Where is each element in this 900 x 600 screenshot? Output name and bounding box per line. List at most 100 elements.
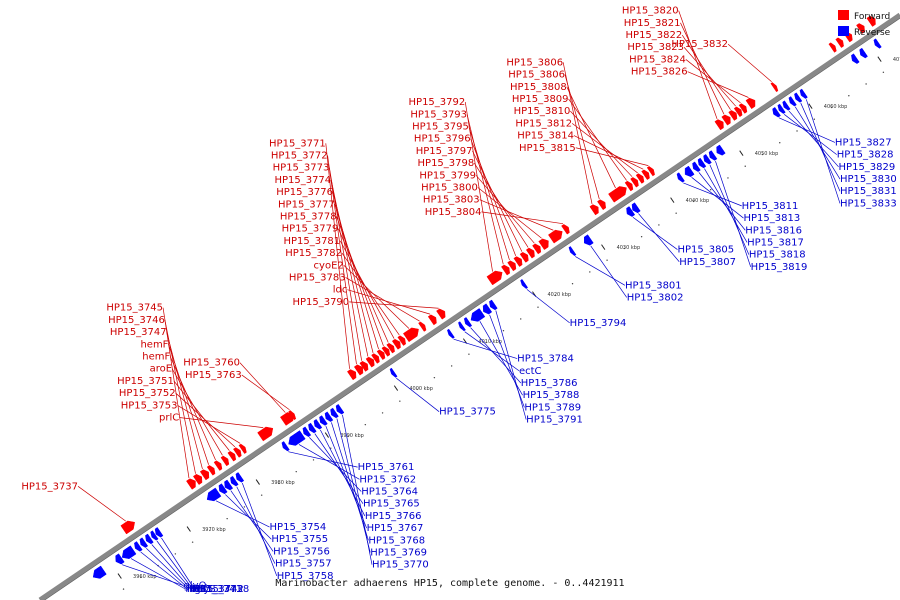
forward-gene-arrow	[589, 204, 599, 216]
forward-gene-arrow	[501, 264, 510, 276]
label-leader	[683, 182, 742, 207]
gene-label: prlC	[159, 412, 179, 423]
gene-label: HP15_3820	[622, 6, 679, 17]
kbp-tick-label: 3990 kbp	[340, 433, 364, 439]
forward-gene-arrow	[641, 169, 650, 181]
reverse-gene-arrow	[145, 533, 154, 545]
label-leader	[794, 106, 841, 180]
reverse-gene-arrow	[777, 103, 786, 114]
gene-label: HP15_3813	[743, 213, 800, 224]
label-leader	[236, 486, 276, 564]
reverse-gene-arrow	[568, 246, 577, 257]
track-dot	[174, 553, 177, 555]
track-dot	[882, 71, 885, 73]
label-leader	[215, 500, 270, 528]
gene-label: HP15_3769	[370, 548, 427, 559]
gene-label: HP15_3745	[106, 303, 163, 314]
reverse-gene-arrow	[626, 206, 636, 217]
forward-gene-arrow	[513, 256, 523, 267]
track-dot	[209, 529, 211, 532]
forward-gene-arrow	[220, 455, 230, 467]
track-dot	[589, 271, 591, 273]
reverse-gene-arrow	[330, 407, 339, 419]
label-leader	[573, 135, 644, 170]
gene-label: HP15_3768	[368, 535, 425, 546]
gene-label: HP15_3756	[273, 546, 330, 557]
label-leader	[570, 110, 633, 177]
label-leader	[698, 172, 746, 231]
gene-label: HP15_3776	[276, 187, 333, 198]
kbp-tick-label: 4050 kbp	[755, 151, 779, 157]
gene-label: HP15_3770	[372, 560, 429, 571]
gene-label-layer: HP15_3737HP15_3745HP15_3746HP15_3747hemF…	[21, 6, 896, 595]
reverse-gene-arrow	[121, 545, 137, 559]
label-leader	[396, 377, 440, 412]
forward-gene-arrow	[856, 23, 866, 34]
kbp-tick-label: 4030 kbp	[617, 245, 641, 251]
gene-label: HP15_3811	[742, 201, 799, 212]
gene-label: HP15_3791	[526, 415, 583, 426]
forward-gene-arrow	[353, 364, 364, 376]
gene-label: HP15_3761	[358, 462, 415, 473]
label-leader-lines	[77, 10, 841, 590]
gene-label: HP15_3781	[283, 236, 340, 247]
forward-gene-arrow	[436, 308, 446, 320]
gene-label: HP15_3742	[187, 584, 244, 595]
label-leader	[342, 414, 373, 565]
kbp-tick-label: 4010 kbp	[478, 339, 502, 345]
label-leader	[477, 187, 542, 239]
gene-label: HP15_3760	[183, 358, 240, 369]
gene-label: HP15_3790	[292, 297, 349, 308]
forward-gene-arrow	[548, 229, 563, 244]
kbp-tick	[186, 526, 191, 532]
reverse-gene-arrow	[676, 172, 685, 183]
gene-label: HP15_3767	[367, 523, 424, 534]
gene-label: HP15_3808	[510, 82, 567, 93]
forward-gene-arrow	[738, 103, 748, 114]
label-leader	[347, 289, 431, 315]
forward-gene-arrow	[525, 247, 535, 259]
label-leader	[680, 22, 725, 115]
label-leader	[309, 437, 362, 492]
forward-gene-arrow	[624, 180, 634, 192]
forward-gene-arrow	[386, 342, 395, 354]
label-leader	[339, 240, 395, 339]
reverse-gene-arrow	[794, 92, 803, 103]
forward-gene-arrow	[257, 426, 274, 442]
reverse-gene-arrow	[319, 415, 328, 426]
kbp-tick	[877, 56, 882, 62]
track-dot	[364, 423, 367, 426]
label-leader	[526, 289, 570, 324]
gene-label: HP15_3747	[110, 327, 167, 338]
label-leader	[151, 544, 192, 590]
track-dot	[278, 482, 280, 485]
label-leader	[140, 551, 188, 590]
reverse-gene-arrow	[154, 527, 164, 538]
reverse-gene-arrow	[218, 483, 228, 495]
label-leader	[169, 356, 216, 461]
track-dot	[554, 294, 556, 297]
gene-label: HP15_3829	[839, 162, 896, 173]
gene-label: HP15_3762	[359, 474, 416, 485]
track-dot	[433, 376, 436, 379]
track-dot	[330, 447, 332, 449]
gene-label: HP15_3779	[282, 224, 339, 235]
forward-gene-arrow	[381, 346, 391, 357]
reverse-gene-arrow	[281, 441, 290, 452]
gene-label: HP15_3818	[749, 250, 806, 261]
gene-label: HP15_3831	[840, 186, 897, 197]
track-dot	[381, 412, 384, 414]
track-dot	[623, 247, 626, 250]
reverse-gene-arrow	[150, 530, 159, 541]
track-dot	[416, 388, 418, 391]
track-dot	[709, 189, 712, 191]
forward-gene-arrow	[532, 243, 542, 255]
forward-gene-arrow	[561, 224, 570, 235]
forward-gene-arrow	[186, 478, 196, 490]
forward-gene-arrow	[206, 465, 216, 476]
forward-gene-arrow	[745, 97, 756, 110]
gene-label: HP15_3828	[837, 150, 894, 161]
gene-label: ectC	[519, 366, 542, 377]
legend: Forward Reverse	[838, 10, 891, 38]
